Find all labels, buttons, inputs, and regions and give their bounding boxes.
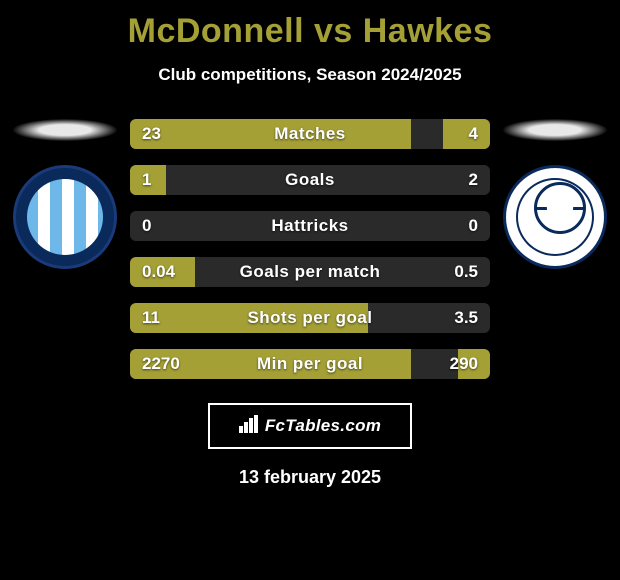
stat-row: 0.040.5Goals per match	[130, 257, 490, 287]
subtitle: Club competitions, Season 2024/2025	[0, 65, 620, 85]
stat-label: Matches	[130, 119, 490, 149]
stat-row: 12Goals	[130, 165, 490, 195]
stat-label: Goals	[130, 165, 490, 195]
silhouette-shadow-left	[13, 119, 117, 141]
date-text: 13 february 2025	[0, 467, 620, 488]
player-right-side	[500, 119, 610, 269]
club-crest-right	[503, 165, 607, 269]
stat-row: 00Hattricks	[130, 211, 490, 241]
club-crest-left	[13, 165, 117, 269]
watermark-text: FcTables.com	[265, 416, 381, 436]
stat-row: 2270290Min per goal	[130, 349, 490, 379]
stat-label: Min per goal	[130, 349, 490, 379]
stat-bars: 234Matches 12Goals 00Hattricks 0.040.5Goals…	[130, 119, 490, 379]
player-left-side	[10, 119, 120, 269]
stat-label: Hattricks	[130, 211, 490, 241]
stat-label: Goals per match	[130, 257, 490, 287]
watermark-box: FcTables.com	[208, 403, 412, 449]
silhouette-shadow-right	[503, 119, 607, 141]
page-title: McDonnell vs Hawkes	[0, 0, 620, 51]
stat-row: 234Matches	[130, 119, 490, 149]
comparison-panel: 234Matches 12Goals 00Hattricks 0.040.5Goals…	[0, 119, 620, 379]
stat-label: Shots per goal	[130, 303, 490, 333]
bars-icon	[239, 415, 259, 438]
stat-row: 113.5Shots per goal	[130, 303, 490, 333]
